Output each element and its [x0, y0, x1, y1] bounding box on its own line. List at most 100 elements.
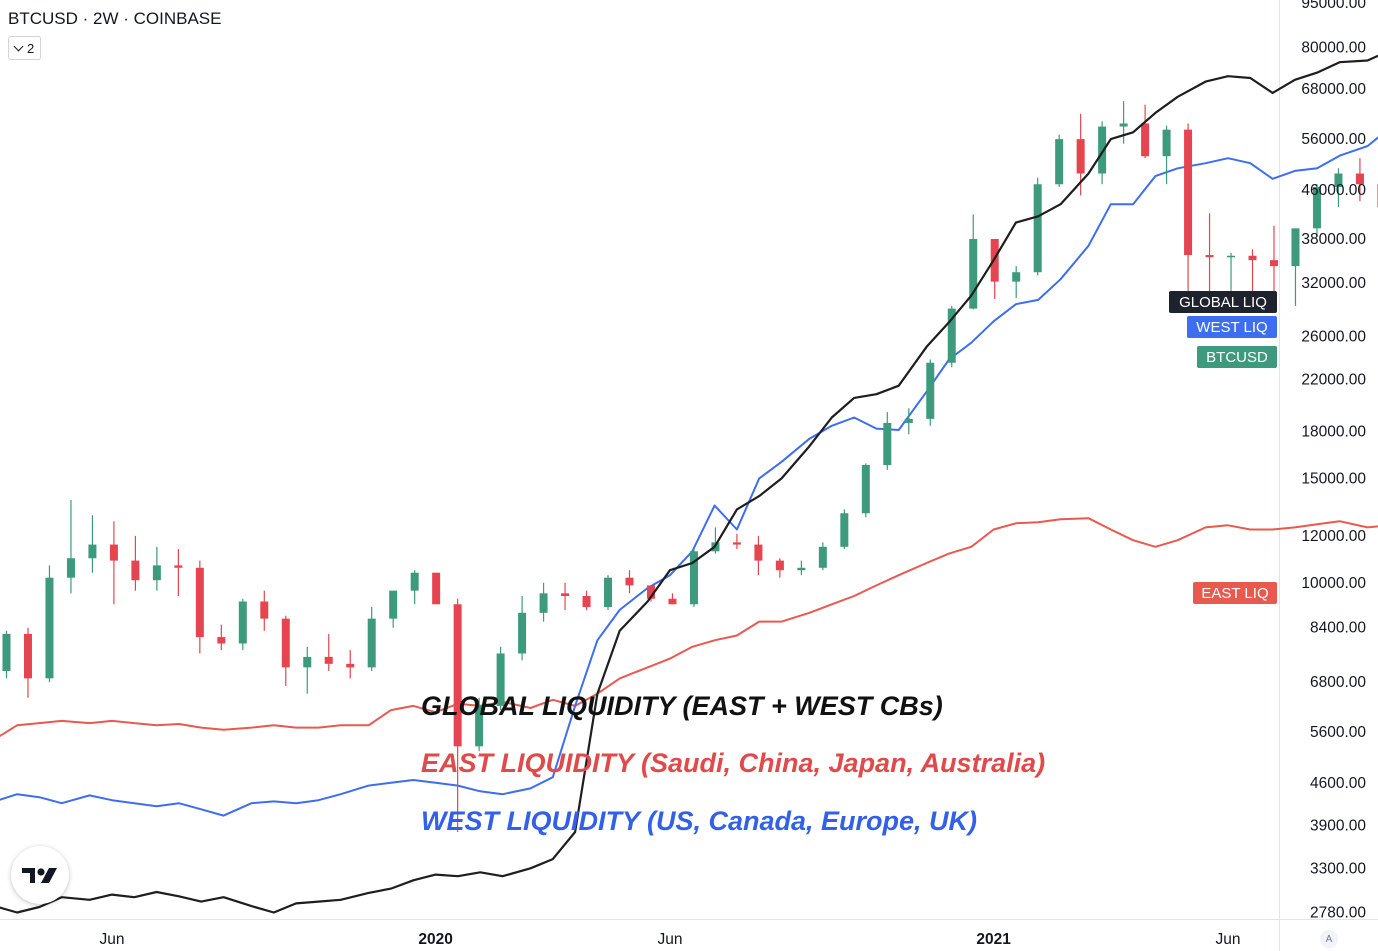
btc-candle	[840, 509, 849, 550]
btc-candle	[990, 238, 999, 300]
price-tick-label: 15000.00	[1301, 470, 1366, 487]
btc-candle	[281, 615, 290, 686]
legend-annotations: GLOBAL LIQUIDITY (EAST + WEST CBs) EAST L…	[421, 691, 1045, 836]
btc-candle	[1012, 266, 1021, 299]
btc-candle	[1055, 134, 1064, 187]
price-tick-label: 12000.00	[1301, 528, 1366, 545]
btc-candle	[324, 633, 333, 672]
price-tick-label: 95000.00	[1301, 0, 1366, 12]
btc-candle	[23, 627, 32, 698]
auto-scale-button[interactable]: A	[1320, 930, 1338, 948]
time-tick-label: 2021	[976, 931, 1011, 948]
btc-candle	[367, 607, 376, 672]
price-tag-label: WEST LIQ	[1196, 319, 1267, 336]
east-liq-path	[0, 517, 1378, 738]
btc-candle	[883, 412, 892, 470]
btc-candle	[238, 598, 247, 651]
price-tick-label: 80000.00	[1301, 39, 1366, 56]
btc-candle	[625, 570, 634, 594]
price-tick-label: 26000.00	[1301, 329, 1366, 346]
btc-candle	[904, 408, 913, 435]
price-axis[interactable]: 95000.00 80000.00 68000.00 56000.00 46000.00…	[1301, 0, 1366, 921]
price-tick-label: 22000.00	[1301, 372, 1366, 389]
btc-candle	[303, 646, 312, 694]
btc-candle	[195, 560, 204, 654]
time-tick-label: Jun	[1215, 931, 1240, 948]
btc-candle	[1355, 158, 1364, 202]
symbol-header[interactable]: BTCUSD · 2W · COINBASE	[8, 9, 221, 29]
time-tick-label: 2020	[418, 931, 452, 948]
tradingview-logo[interactable]	[11, 846, 69, 904]
btc-price-tag: BTCUSD	[1197, 346, 1277, 368]
price-tick-label: 38000.00	[1301, 231, 1366, 248]
btc-candle	[109, 521, 118, 605]
btc-candle	[174, 549, 183, 597]
west-liq-path	[0, 136, 1378, 817]
global-liq-line	[0, 54, 1378, 914]
btc-candle	[582, 590, 591, 610]
btc-candles	[2, 101, 1378, 832]
btc-candle	[947, 305, 956, 368]
west-price-tag: WEST LIQ	[1187, 316, 1277, 338]
btc-candle	[1205, 213, 1214, 292]
tradingview-logo-icon	[22, 868, 57, 883]
price-tick-label: 6800.00	[1310, 674, 1366, 691]
btc-candle	[818, 542, 827, 571]
price-tag-label: EAST LIQ	[1201, 585, 1268, 602]
btc-candle	[1033, 177, 1042, 276]
btc-candle	[88, 515, 97, 573]
btc-candle	[1119, 101, 1128, 144]
btc-candle	[689, 549, 698, 608]
btc-candle	[260, 590, 269, 631]
price-tick-label: 18000.00	[1301, 423, 1366, 440]
interval: 2W	[93, 9, 119, 28]
btc-candle	[861, 463, 870, 518]
btc-candle	[131, 535, 140, 591]
symbol-name: BTCUSD	[8, 9, 78, 28]
header-separator: ·	[77, 9, 94, 28]
btc-candle	[45, 565, 54, 683]
price-tick-label: 2780.00	[1310, 904, 1366, 921]
btc-candle	[1184, 123, 1193, 300]
btc-candle	[1334, 168, 1343, 208]
btc-candle	[66, 499, 75, 594]
global-liq-path	[0, 54, 1378, 914]
btc-candle	[1291, 228, 1300, 306]
price-tick-label: 3900.00	[1310, 817, 1366, 834]
btc-candle	[346, 650, 355, 679]
price-tick-label: 46000.00	[1301, 182, 1366, 199]
btc-candle	[152, 546, 161, 591]
btc-candle	[389, 590, 398, 628]
btc-candle	[668, 593, 677, 605]
west-liq-line	[0, 136, 1378, 817]
btc-candle	[410, 570, 419, 605]
east-liq-line	[0, 517, 1378, 738]
btc-candle	[539, 582, 548, 622]
price-tick-label: 10000.00	[1301, 575, 1366, 592]
btc-candle	[2, 630, 11, 679]
east-price-tag: EAST LIQ	[1193, 582, 1277, 604]
btc-candle	[1162, 125, 1171, 185]
indicators-toggle[interactable]: 2	[8, 36, 42, 60]
price-tag-label: GLOBAL LIQ	[1179, 294, 1267, 311]
btc-candle	[561, 582, 570, 610]
btc-candle	[1141, 104, 1150, 159]
price-tick-label: 4600.00	[1310, 775, 1366, 792]
price-tick-label: 8400.00	[1310, 620, 1366, 637]
annotation-text: GLOBAL LIQUIDITY (EAST + WEST CBs)	[421, 691, 943, 721]
annotation-text: WEST LIQUIDITY (US, Canada, Europe, UK)	[421, 806, 977, 836]
price-tick-label: 3300.00	[1310, 860, 1366, 877]
global-price-tag: GLOBAL LIQ	[1169, 291, 1277, 313]
annotation-text: EAST LIQUIDITY (Saudi, China, Japan, Aus…	[421, 748, 1045, 778]
price-tags: GLOBAL LIQ WEST LIQ BTCUSD EAST LIQ	[1169, 291, 1277, 604]
btc-candle	[775, 558, 784, 578]
time-tick-label: Jun	[99, 931, 124, 948]
price-tag-label: BTCUSD	[1206, 349, 1268, 366]
btc-candle	[432, 572, 441, 605]
price-tick-label: 68000.00	[1301, 81, 1366, 98]
price-tick-label: 5600.00	[1310, 724, 1366, 741]
btc-candle	[217, 624, 226, 651]
time-axis[interactable]: Jun2020Jun2021Jun2022Jun2023Jun	[99, 931, 1378, 948]
